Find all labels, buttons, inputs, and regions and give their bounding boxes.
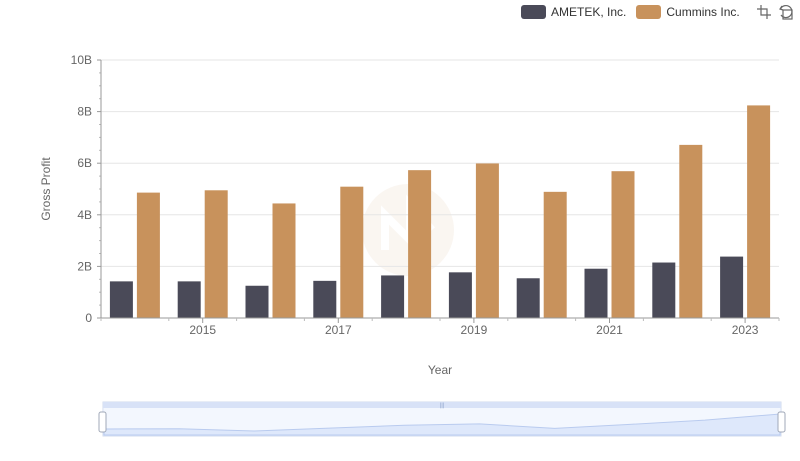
slider-handle-left[interactable]	[98, 411, 107, 433]
bar-ametek-2016[interactable]	[245, 285, 269, 318]
x-tick-label: 2017	[325, 323, 352, 337]
bar-cummins-2020[interactable]	[543, 191, 567, 318]
bars	[109, 105, 771, 319]
legend-item-ametek[interactable]: AMETEK, Inc.	[521, 5, 626, 19]
bar-cummins-2017[interactable]	[340, 186, 364, 318]
zoom-slider[interactable]: |||	[98, 401, 786, 437]
x-axis: 2015 2017 2019 2021 2023	[100, 317, 780, 337]
y-tick-label: 8B	[77, 105, 92, 119]
bar-cummins-2022[interactable]	[679, 144, 703, 318]
x-tick-label: 2019	[461, 323, 488, 337]
zoom-icon[interactable]	[756, 4, 772, 20]
legend: AMETEK, Inc. Cummins Inc.	[521, 4, 794, 20]
legend-item-cummins[interactable]: Cummins Inc.	[636, 5, 740, 19]
bar-ametek-2019[interactable]	[448, 272, 472, 318]
slider-grip-icon: |||	[440, 403, 445, 409]
bar-ametek-2021[interactable]	[584, 268, 608, 318]
bar-cummins-2021[interactable]	[611, 171, 635, 318]
y-tick-label: 2B	[77, 259, 92, 273]
toolbox	[750, 4, 794, 20]
y-axis: 0 2B 4B 6B 8B 10B	[71, 53, 102, 325]
bar-ametek-2022[interactable]	[652, 262, 676, 318]
bar-ametek-2020[interactable]	[516, 278, 540, 318]
x-axis-title: Year	[428, 363, 452, 377]
y-axis-title: Gross Profit	[39, 157, 53, 221]
y-tick-label: 4B	[77, 208, 92, 222]
slider-selection[interactable]	[103, 408, 781, 436]
y-tick-label: 0	[85, 311, 92, 325]
y-tick-label: 6B	[77, 156, 92, 170]
bar-ametek-2017[interactable]	[313, 280, 337, 318]
bar-ametek-2023[interactable]	[720, 256, 744, 318]
bar-ametek-2015[interactable]	[177, 281, 201, 318]
y-tick-label: 10B	[71, 53, 92, 67]
legend-label: AMETEK, Inc.	[551, 5, 627, 19]
legend-swatch	[521, 5, 546, 19]
bar-cummins-2014[interactable]	[136, 192, 160, 318]
watermark-logo	[362, 184, 454, 276]
x-tick-label: 2021	[596, 323, 623, 337]
bar-cummins-2023[interactable]	[747, 105, 771, 319]
bar-cummins-2016[interactable]	[272, 203, 296, 318]
x-tick-label: 2015	[189, 323, 216, 337]
slider-top-bar[interactable]	[103, 402, 781, 408]
bar-cummins-2018[interactable]	[408, 170, 432, 318]
bar-ametek-2018[interactable]	[381, 275, 405, 318]
legend-swatch	[636, 5, 662, 19]
bar-cummins-2015[interactable]	[204, 190, 228, 318]
x-tick-label: 2023	[732, 323, 759, 337]
slider-handle-right[interactable]	[777, 411, 786, 433]
legend-label: Cummins Inc.	[666, 5, 740, 19]
restore-icon[interactable]	[778, 4, 794, 20]
bar-ametek-2014[interactable]	[109, 281, 133, 318]
bar-cummins-2019[interactable]	[475, 163, 499, 318]
